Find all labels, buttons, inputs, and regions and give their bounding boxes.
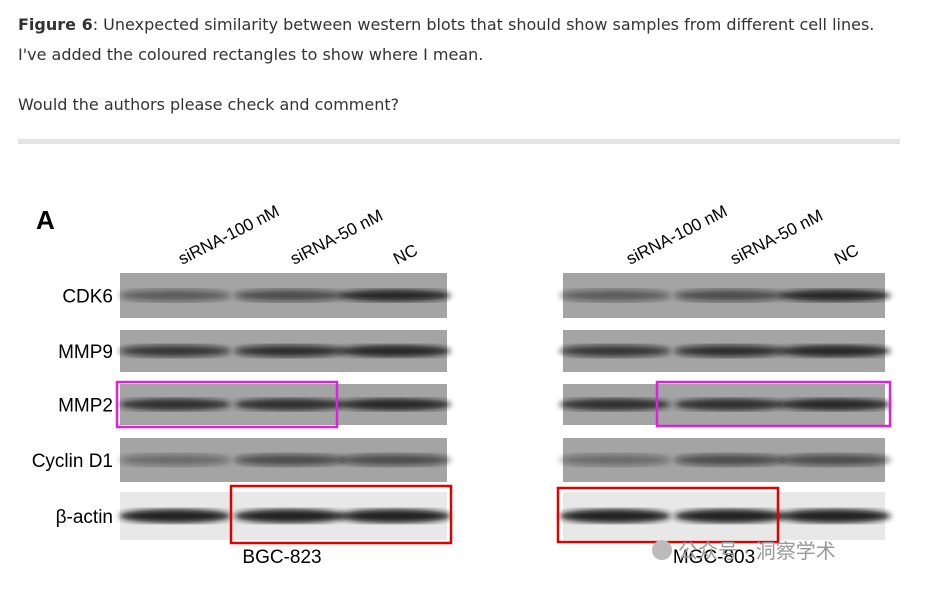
lane-label: siRNA-50 nM: [287, 206, 386, 269]
band: [339, 454, 451, 466]
band: [779, 454, 891, 466]
band: [559, 509, 671, 523]
lane-label: siRNA-50 nM: [727, 206, 826, 269]
band: [234, 398, 346, 411]
row-label: β-actin: [56, 507, 113, 528]
band: [779, 398, 891, 411]
band: [234, 454, 346, 466]
cell-line: BGC-823: [242, 547, 321, 568]
band: [339, 398, 451, 411]
band: [339, 509, 451, 523]
band: [559, 398, 671, 411]
band: [674, 289, 786, 302]
watermark: 公众号 · 洞察学术: [678, 540, 836, 563]
band: [779, 289, 891, 302]
band: [674, 454, 786, 466]
row-label: MMP9: [58, 342, 113, 363]
cell-line: MGC-803: [673, 547, 755, 568]
band: [119, 398, 231, 411]
band: [119, 509, 231, 523]
lane-label: siRNA-100 nM: [175, 201, 282, 268]
highlight-box: [655, 380, 892, 428]
band: [559, 289, 671, 302]
comment-text: : Unexpected similarity between western …: [18, 15, 875, 64]
band: [339, 345, 451, 357]
figure-label: Figure 6: [18, 15, 93, 34]
row-label: Cyclin D1: [32, 451, 113, 472]
highlight-box: [115, 380, 339, 429]
comment-question: Would the authors please check and comme…: [18, 95, 400, 114]
highlight-box: [229, 484, 453, 545]
band: [234, 289, 346, 302]
band: [119, 345, 231, 357]
band: [559, 345, 671, 357]
band: [779, 509, 891, 523]
lane-label: siRNA-100 nM: [623, 201, 730, 268]
band: [119, 289, 231, 302]
row-label: CDK6: [62, 287, 113, 308]
lane-label: NC: [831, 240, 862, 268]
band: [559, 454, 671, 466]
band: [234, 509, 346, 523]
band: [779, 345, 891, 357]
watermark-icon: [652, 540, 672, 560]
band: [674, 345, 786, 357]
lane-label: NC: [390, 240, 421, 268]
band: [339, 289, 451, 302]
row-label: MMP2: [58, 396, 113, 417]
comment-paragraph: Figure 6: Unexpected similarity between …: [18, 10, 888, 70]
band: [234, 345, 346, 357]
band: [674, 509, 786, 523]
band: [674, 398, 786, 411]
band: [119, 454, 231, 466]
divider: [18, 139, 900, 144]
panel-label: A: [36, 205, 55, 235]
